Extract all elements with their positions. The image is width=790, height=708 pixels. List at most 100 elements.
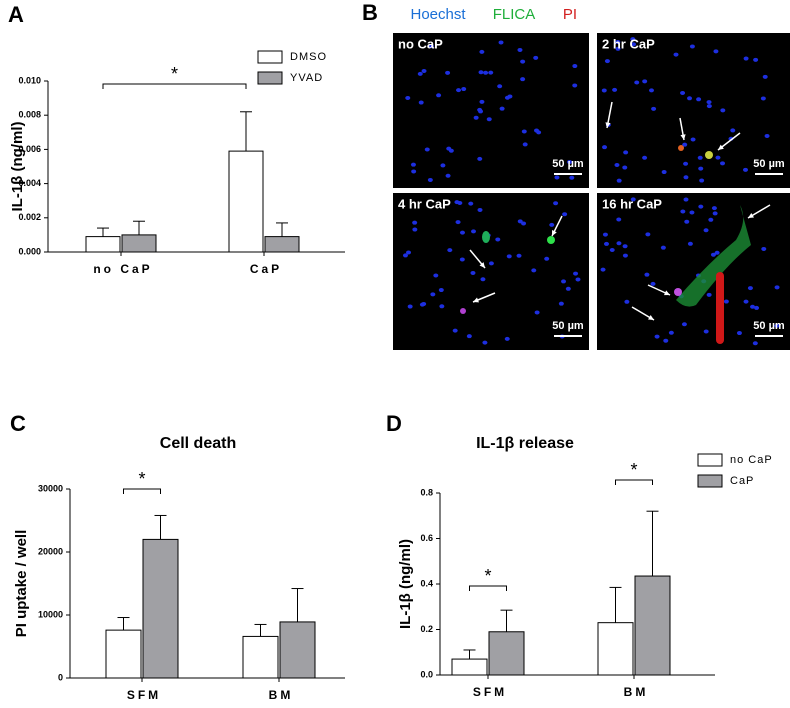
- nucleus: [631, 42, 637, 47]
- nucleus: [455, 220, 461, 225]
- nucleus: [699, 178, 705, 183]
- nucleus: [683, 161, 689, 166]
- nucleus: [604, 59, 610, 64]
- nucleus: [506, 254, 512, 259]
- nucleus: [710, 252, 716, 257]
- scale-label: 50 µm: [552, 158, 584, 170]
- nucleus: [754, 305, 760, 310]
- nucleus: [482, 340, 488, 345]
- nucleus: [715, 155, 721, 160]
- nucleus: [616, 241, 622, 246]
- legend-swatch: [697, 453, 723, 467]
- bar: [279, 621, 316, 679]
- nucleus: [477, 207, 483, 212]
- image-label: 2 hr CaP: [602, 36, 655, 51]
- pi-cell: [460, 308, 466, 314]
- nucleus: [673, 52, 679, 57]
- x-tick-label: SFM: [473, 685, 507, 699]
- legend-label: no CaP: [730, 454, 773, 466]
- nucleus: [561, 279, 567, 284]
- x-tick-label: CaP: [250, 262, 282, 276]
- nucleus: [774, 323, 780, 328]
- nucleus: [736, 331, 742, 336]
- nucleus: [654, 334, 660, 339]
- nucleus: [743, 167, 749, 172]
- nucleus: [495, 237, 501, 242]
- image-label: 16 hr CaP: [602, 196, 662, 211]
- scale-label: 50 µm: [552, 320, 584, 332]
- nucleus: [661, 170, 667, 175]
- nucleus: [642, 79, 648, 84]
- flica-cell: [547, 236, 555, 244]
- nucleus: [684, 219, 690, 224]
- x-tick-label: no CaP: [93, 262, 152, 276]
- nucleus: [407, 304, 413, 309]
- nucleus: [497, 84, 503, 89]
- y-tick-label: 0.008: [18, 110, 41, 120]
- micrograph: [393, 193, 589, 350]
- nucleus: [713, 49, 719, 54]
- nucleus: [706, 100, 712, 105]
- nucleus: [483, 70, 489, 75]
- nucleus: [601, 88, 607, 93]
- nucleus: [479, 99, 485, 104]
- nucleus: [761, 246, 767, 251]
- nucleus: [696, 97, 702, 102]
- nucleus: [572, 83, 578, 88]
- y-tick-label: 0.8: [420, 487, 433, 497]
- nucleus: [421, 301, 427, 306]
- nucleus: [660, 245, 666, 250]
- nucleus: [424, 147, 430, 152]
- nucleus: [569, 175, 575, 180]
- y-tick-label: 0.4: [420, 578, 433, 588]
- nucleus: [471, 229, 477, 234]
- nucleus: [743, 299, 749, 304]
- nucleus: [544, 256, 550, 261]
- nucleus: [567, 160, 573, 165]
- nucleus: [712, 211, 718, 216]
- arrow-head: [473, 297, 479, 303]
- chart-title: IL-1β release: [476, 435, 574, 452]
- nucleus: [405, 95, 411, 100]
- chart-title: Cell death: [160, 435, 236, 452]
- nucleus: [554, 175, 560, 180]
- nucleus: [468, 201, 474, 206]
- nucleus: [479, 49, 485, 54]
- significance-star: *: [138, 469, 145, 489]
- flica-cell: [482, 231, 490, 243]
- nucleus: [603, 241, 609, 246]
- nucleus: [477, 107, 483, 112]
- nucleus: [614, 162, 620, 167]
- nucleus: [687, 96, 693, 101]
- nucleus: [630, 197, 636, 202]
- nucleus: [412, 220, 418, 225]
- bar: [85, 236, 121, 253]
- y-tick-label: 10000: [38, 609, 63, 619]
- nucleus: [720, 108, 726, 113]
- nucleus: [651, 106, 657, 111]
- nucleus: [720, 161, 726, 166]
- nucleus: [521, 221, 527, 226]
- nucleus: [516, 253, 522, 258]
- nucleus: [534, 128, 540, 133]
- y-axis-label: IL-1β (ng/ml): [9, 122, 26, 212]
- nucleus: [616, 178, 622, 183]
- nucleus: [650, 281, 656, 286]
- nucleus: [648, 88, 654, 93]
- nucleus: [630, 37, 636, 42]
- micrograph: [393, 33, 589, 188]
- nucleus: [703, 228, 709, 233]
- nucleus: [459, 257, 465, 262]
- nucleus: [750, 304, 756, 309]
- flica-cell: [705, 151, 713, 159]
- nucleus: [615, 40, 621, 45]
- pi-cell: [716, 272, 724, 344]
- nucleus: [623, 150, 629, 155]
- nucleus: [436, 93, 442, 98]
- nucleus: [533, 55, 539, 60]
- significance-bracket: [615, 479, 653, 485]
- nucleus: [498, 40, 504, 45]
- nucleus: [706, 104, 712, 109]
- nucleus: [645, 232, 651, 237]
